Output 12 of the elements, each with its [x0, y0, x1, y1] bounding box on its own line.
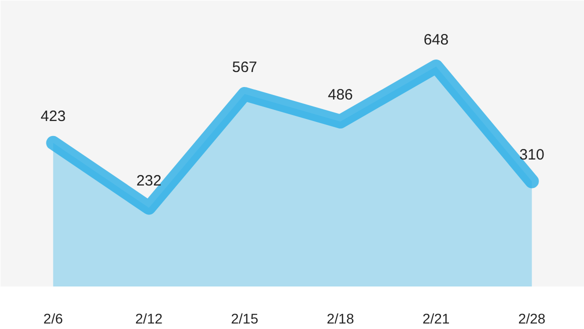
x-tick-label: 2/28 — [518, 310, 546, 326]
data-label: 310 — [519, 146, 544, 164]
data-label: 567 — [232, 59, 258, 76]
x-tick-label: 2/12 — [135, 310, 163, 326]
data-label: 232 — [136, 172, 162, 190]
x-tick-label: 2/15 — [231, 310, 258, 326]
data-label: 648 — [424, 32, 449, 48]
data-label: 423 — [40, 108, 66, 125]
x-tick-label: 2/6 — [43, 310, 64, 326]
x-tick-label: 2/21 — [422, 310, 450, 326]
data-label: 486 — [328, 86, 353, 104]
x-tick-label: 2/18 — [326, 310, 354, 326]
